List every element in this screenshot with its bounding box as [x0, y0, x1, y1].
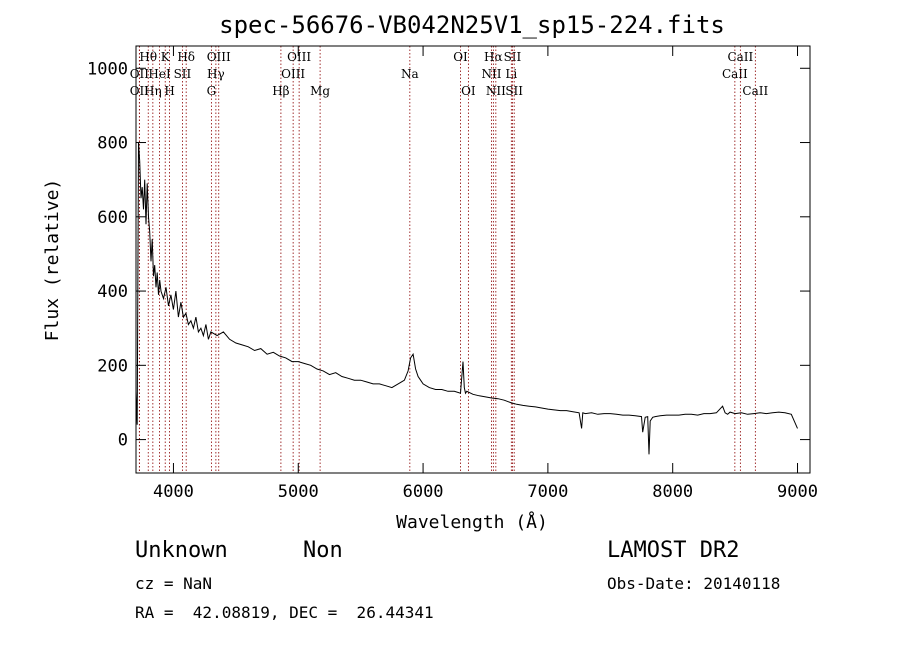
line-label: NII	[486, 84, 506, 98]
coordinates-readout: RA = 42.08819, DEC = 26.44341	[135, 603, 434, 622]
spectral-class: Unknown	[135, 538, 228, 563]
line-label: SII	[174, 67, 192, 81]
y-tick-label: 800	[97, 134, 128, 154]
line-label: Na	[401, 67, 419, 81]
y-axis-label: Flux (relative)	[42, 179, 63, 342]
line-label: OI	[461, 84, 476, 98]
y-tick-label: 0	[118, 431, 128, 451]
line-label: HeI	[148, 67, 171, 81]
line-label: CaII	[742, 84, 768, 98]
x-tick-label: 7000	[527, 482, 568, 502]
line-label: Hγ	[207, 67, 225, 81]
line-label: G	[207, 84, 217, 98]
y-tick-label: 400	[97, 282, 128, 302]
line-label: H	[164, 84, 174, 98]
survey-label: LAMOST DR2	[607, 538, 740, 563]
x-tick-label: 5000	[278, 482, 319, 502]
x-axis-ticks: 4000 5000 6000 7000 8000 9000	[153, 46, 818, 502]
line-label: K	[161, 50, 171, 64]
line-label: Hα	[484, 50, 503, 64]
emission-line-markers: HθOIIOIIHηHeIKHSIIHδGHγOIIIHβOIIIOIIIMgN…	[130, 46, 768, 473]
redshift-readout: cz = NaN	[135, 574, 213, 593]
line-label: OIII	[207, 50, 231, 64]
plot-frame	[135, 45, 811, 474]
line-label: Li	[505, 67, 517, 81]
line-label: Hδ	[177, 50, 195, 64]
chart-title: spec-56676-VB042N25V1_sp15-224.fits	[219, 11, 725, 39]
spectrum-series	[135, 142, 798, 455]
y-tick-label: 1000	[87, 59, 128, 79]
line-label: OIII	[281, 67, 305, 81]
line-label: Hη	[144, 84, 162, 98]
line-label: CaII	[727, 50, 753, 64]
line-label: Hβ	[272, 84, 289, 98]
line-label: Hθ	[139, 50, 157, 64]
line-label: Mg	[310, 84, 330, 98]
line-label: OII	[130, 84, 150, 98]
y-axis-ticks: 0 200 400 600 800 1000	[87, 59, 810, 451]
line-label: CaII	[722, 67, 748, 81]
x-tick-label: 8000	[652, 482, 693, 502]
line-label: OI	[453, 50, 468, 64]
x-tick-label: 4000	[153, 482, 194, 502]
x-axis-label: Wavelength (Å)	[396, 511, 548, 533]
line-label: OIII	[287, 50, 311, 64]
obs-date: Obs-Date: 20140118	[607, 574, 781, 593]
spectral-subclass: Non	[303, 538, 343, 563]
y-tick-label: 600	[97, 208, 128, 228]
x-tick-label: 6000	[403, 482, 444, 502]
x-tick-label: 9000	[777, 482, 818, 502]
line-label: SII	[505, 84, 523, 98]
line-label: SII	[504, 50, 522, 64]
line-label: NII	[481, 67, 501, 81]
y-tick-label: 200	[97, 356, 128, 376]
spectrum-line	[135, 142, 798, 455]
